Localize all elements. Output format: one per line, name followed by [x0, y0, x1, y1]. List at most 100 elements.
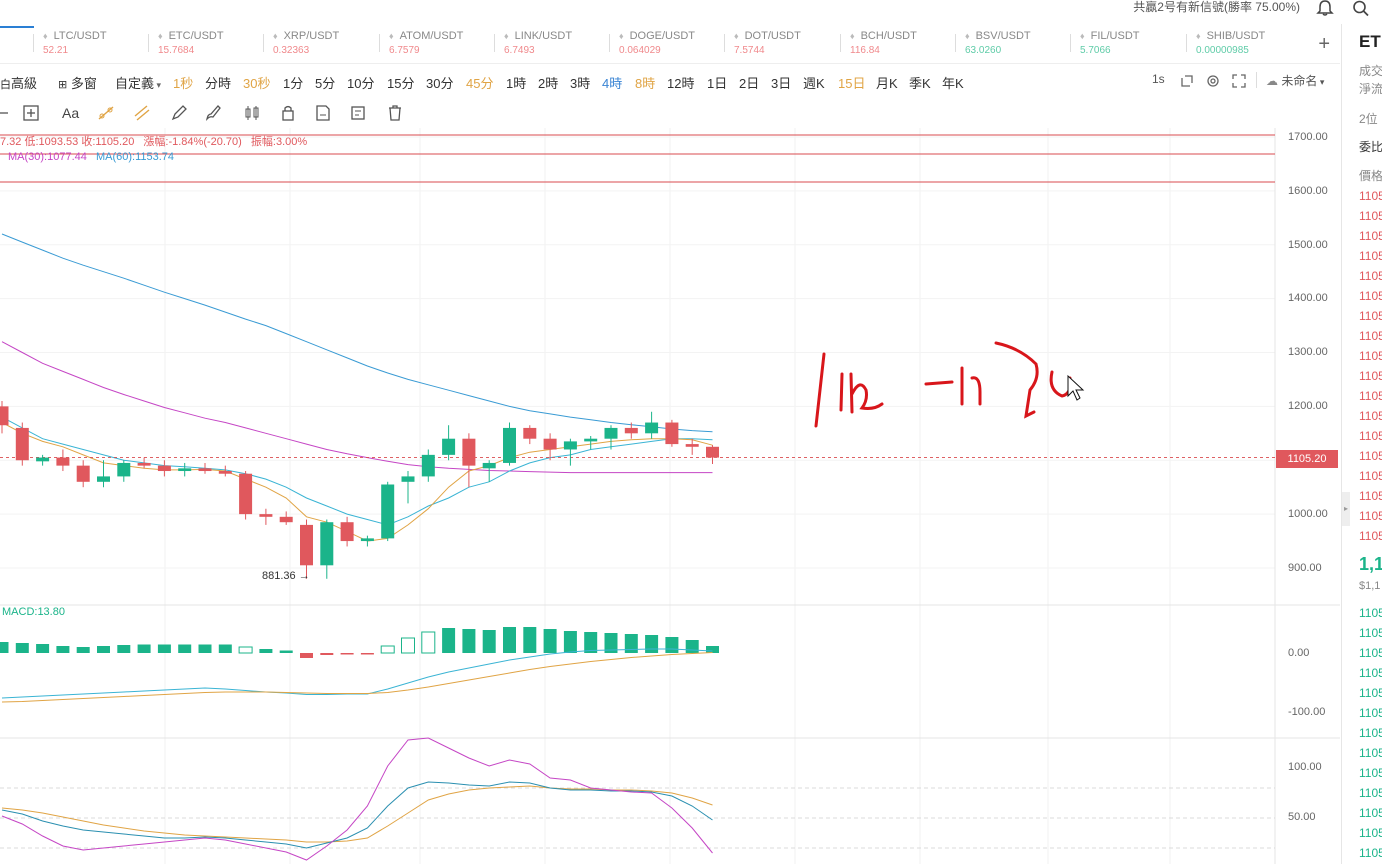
ask-price-row[interactable]: 1105: [1359, 409, 1382, 423]
ticker-item[interactable]: ♦ FIL/USDT 5.7066: [1072, 30, 1187, 62]
bid-price-row[interactable]: 1105: [1359, 746, 1382, 760]
bid-price-row[interactable]: 1105: [1359, 806, 1382, 820]
refresh-rate-button[interactable]: 1s: [1152, 72, 1165, 86]
ask-price-row[interactable]: 1105: [1359, 249, 1382, 263]
bid-price-row[interactable]: 1105: [1359, 706, 1382, 720]
interval-button[interactable]: 2時: [538, 76, 559, 91]
interval-button[interactable]: 4時: [602, 76, 623, 91]
ticker-item[interactable]: ♦ ATOM/USDT 6.7579: [381, 30, 496, 62]
ask-price-row[interactable]: 1105: [1359, 289, 1382, 303]
custom-intervals-dropdown[interactable]: 自定義 ▾: [115, 76, 162, 91]
interval-button[interactable]: 月K: [876, 76, 898, 91]
ticker-item[interactable]: ♦ DOGE/USDT 0.064029: [611, 30, 726, 62]
ask-price-row[interactable]: 1105: [1359, 449, 1382, 463]
ask-price-row[interactable]: 1105: [1359, 309, 1382, 323]
interval-button[interactable]: 10分: [347, 76, 375, 91]
candle-body: [137, 462, 151, 466]
ticker-divider: [1070, 34, 1071, 52]
interval-button[interactable]: 8時: [635, 76, 656, 91]
multi-window-button[interactable]: ⊞ 多窗: [58, 76, 97, 91]
interval-button[interactable]: 15分: [387, 76, 415, 91]
arrow-right-icon: →: [298, 570, 310, 582]
ask-price-row[interactable]: 1105: [1359, 329, 1382, 343]
lock-tool-icon[interactable]: [279, 104, 297, 122]
bell-icon[interactable]: [1316, 0, 1334, 16]
precision-select[interactable]: 2位: [1359, 112, 1378, 126]
interval-button[interactable]: 15日: [838, 76, 866, 91]
ticker-item[interactable]: ♦ LTC/USDT 52.21: [35, 30, 150, 62]
ask-price-row[interactable]: 1105: [1359, 269, 1382, 283]
ticker-item[interactable]: ♦ BCH/USDT 116.84: [842, 30, 957, 62]
text-tool-icon[interactable]: Aa: [62, 105, 80, 121]
interval-button[interactable]: 2日: [739, 76, 760, 91]
interval-button[interactable]: 3時: [570, 76, 591, 91]
bid-price-row[interactable]: 1105: [1359, 846, 1382, 860]
ask-price-row[interactable]: 1105: [1359, 529, 1382, 543]
interval-button[interactable]: 分時: [205, 76, 232, 91]
ticker-price: 52.21: [43, 45, 69, 56]
layout-name-dropdown[interactable]: ☁ 未命名 ▾: [1266, 74, 1325, 88]
ticker-item[interactable]: ♦ LINK/USDT 6.7493: [496, 30, 611, 62]
bid-price-row[interactable]: 1105: [1359, 606, 1382, 620]
collapse-panel-button[interactable]: ▸: [1342, 492, 1350, 526]
settings-icon[interactable]: [1206, 74, 1220, 88]
ask-price-row[interactable]: 1105: [1359, 209, 1382, 223]
bid-price-row[interactable]: 1105: [1359, 686, 1382, 700]
interval-button[interactable]: 1秒: [173, 76, 194, 91]
add-ticker-button[interactable]: +: [1318, 33, 1330, 55]
fullscreen-icon[interactable]: [1232, 74, 1246, 88]
ask-price-row[interactable]: 1105: [1359, 429, 1382, 443]
ask-price-row[interactable]: 1105: [1359, 489, 1382, 503]
brush-tool-icon[interactable]: [205, 104, 223, 122]
ticker-item[interactable]: ♦ XRP/USDT 0.32363: [265, 30, 380, 62]
ask-price-row[interactable]: 1105: [1359, 369, 1382, 383]
bid-price-row[interactable]: 1105: [1359, 766, 1382, 780]
macd-histogram-bar: [584, 632, 598, 653]
ticker-item[interactable]: ♦ BSV/USDT 63.0260: [957, 30, 1072, 62]
ask-price-row[interactable]: 1105: [1359, 229, 1382, 243]
interval-button[interactable]: 30分: [426, 76, 454, 91]
bid-price-row[interactable]: 1105: [1359, 626, 1382, 640]
ask-price-row[interactable]: 1105: [1359, 189, 1382, 203]
interval-button[interactable]: 1時: [506, 76, 527, 91]
interval-button[interactable]: 12時: [667, 76, 695, 91]
search-icon[interactable]: [1352, 0, 1370, 18]
signal-notification[interactable]: 共贏2号有新信號(勝率 75.00%): [1133, 0, 1300, 14]
interval-button[interactable]: 1日: [707, 76, 728, 91]
macd-histogram-bar: [15, 643, 29, 653]
interval-button[interactable]: 年K: [942, 76, 964, 91]
interval-button[interactable]: 季K: [909, 76, 931, 91]
interval-button[interactable]: 5分: [315, 76, 336, 91]
ask-price-row[interactable]: 1105: [1359, 349, 1382, 363]
ticker-item[interactable]: ♦ ETC/USDT 15.7684: [150, 30, 265, 62]
ask-price-row[interactable]: 1105: [1359, 469, 1382, 483]
interval-button[interactable]: 45分: [466, 76, 494, 91]
screenshot-icon[interactable]: [1180, 74, 1194, 88]
candle-pattern-icon[interactable]: [243, 104, 261, 122]
save-template-icon[interactable]: [314, 104, 332, 122]
advanced-chart-button[interactable]: 白高級: [0, 76, 38, 91]
interval-button[interactable]: 3日: [771, 76, 792, 91]
ticker-item[interactable]: ♦ SHIB/USDT 0.00000985: [1188, 30, 1303, 62]
bid-price-row[interactable]: 1105: [1359, 726, 1382, 740]
candlestick-chart[interactable]: [0, 128, 1340, 864]
ask-price-row[interactable]: 1105: [1359, 509, 1382, 523]
interval-button[interactable]: 週K: [803, 76, 825, 91]
cursor-tool-icon[interactable]: [0, 104, 14, 122]
interval-button[interactable]: 30秒: [243, 76, 271, 91]
crosshair-tool-icon[interactable]: [22, 104, 40, 122]
ask-price-row[interactable]: 1105: [1359, 389, 1382, 403]
bid-price-row[interactable]: 1105: [1359, 646, 1382, 660]
parallel-channel-icon[interactable]: [133, 104, 151, 122]
interval-button[interactable]: 1分: [283, 76, 304, 91]
trash-icon[interactable]: [386, 104, 404, 122]
chart-area[interactable]: 7.32 低:1093.53 收:1105.20 漲幅:-1.84%(-20.7…: [0, 128, 1340, 864]
bid-price-row[interactable]: 1105: [1359, 826, 1382, 840]
macd-histogram-bar: [706, 646, 719, 653]
trend-line-icon[interactable]: [97, 104, 115, 122]
ticker-item[interactable]: ♦ DOT/USDT 7.5744: [726, 30, 841, 62]
bid-price-row[interactable]: 1105: [1359, 666, 1382, 680]
pen-tool-icon[interactable]: [170, 104, 188, 122]
edit-list-icon[interactable]: [350, 104, 368, 122]
bid-price-row[interactable]: 1105: [1359, 786, 1382, 800]
